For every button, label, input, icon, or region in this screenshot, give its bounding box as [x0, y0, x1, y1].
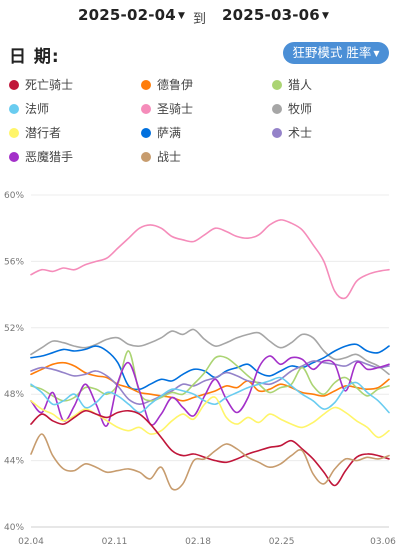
series-line	[30, 409, 390, 487]
series-line	[30, 376, 390, 414]
date-separator: 到	[193, 12, 207, 27]
legend-label: 牧师	[288, 102, 313, 116]
series-line	[30, 396, 390, 439]
series-line	[30, 355, 390, 427]
legend-dot-icon	[9, 128, 19, 138]
x-tick-label: 02.04	[18, 537, 44, 547]
x-tick-label: 03.06	[370, 537, 396, 547]
x-tick-label: 02.18	[185, 537, 211, 547]
legend-label: 术士	[288, 126, 313, 140]
legend-dot-icon	[272, 104, 282, 114]
legend-dot-icon	[9, 152, 19, 162]
legend-item[interactable]: 萨满	[141, 125, 181, 141]
series-line	[30, 361, 390, 402]
legend-label: 战士	[157, 150, 182, 164]
x-tick-label: 02.25	[269, 537, 295, 547]
legend-dot-icon	[141, 128, 151, 138]
caret-down-icon: ▼	[373, 49, 380, 58]
legend-item[interactable]: 战士	[141, 149, 181, 165]
legend-item[interactable]: 牧师	[272, 101, 312, 117]
y-tick-label: 48%	[4, 390, 24, 400]
legend-item[interactable]: 术士	[272, 125, 312, 141]
legend-label: 德鲁伊	[157, 78, 194, 92]
legend-label: 死亡骑士	[25, 78, 74, 92]
legend-label: 萨满	[157, 126, 182, 140]
date-title: 日 期:	[9, 47, 60, 67]
mode-select-button[interactable]: 狂野模式 胜率 ▼	[283, 42, 389, 64]
legend-item[interactable]: 猎人	[272, 77, 312, 93]
y-tick-label: 60%	[4, 191, 24, 201]
winrate-line-chart: 40% 44% 48% 52% 56% 60% 02.04 02.11 02.18 02.25 03…	[4, 191, 396, 547]
x-tick-label: 02.11	[102, 537, 128, 547]
legend-label: 圣骑士	[157, 102, 194, 116]
legend-label: 猎人	[288, 78, 313, 92]
y-tick-label: 40%	[4, 523, 24, 533]
legend-label: 恶魔猎手	[25, 150, 74, 164]
series-line	[30, 360, 390, 406]
legend-dot-icon	[9, 104, 19, 114]
legend-item[interactable]: 恶魔猎手	[9, 149, 73, 165]
start-date-value: 2025-02-04	[78, 6, 176, 24]
legend-label: 法师	[25, 102, 50, 116]
legend-dot-icon	[141, 80, 151, 90]
caret-down-icon: ▼	[321, 11, 330, 21]
y-tick-label: 56%	[4, 257, 24, 267]
end-date-value: 2025-03-06	[222, 6, 320, 24]
caret-down-icon: ▼	[177, 11, 186, 21]
series-line	[30, 433, 390, 491]
legend-label: 潜行者	[25, 126, 62, 140]
legend-dot-icon	[272, 128, 282, 138]
legend-item[interactable]: 潜行者	[9, 125, 61, 141]
series-line	[30, 328, 390, 376]
y-tick-label: 44%	[4, 457, 24, 467]
series-line	[30, 343, 390, 391]
legend-item[interactable]: 死亡骑士	[9, 77, 73, 93]
legend-item[interactable]: 法师	[9, 101, 49, 117]
start-date-picker[interactable]: 2025-02-04 ▼	[78, 6, 185, 24]
legend-dot-icon	[272, 80, 282, 90]
legend-dot-icon	[9, 80, 19, 90]
end-date-picker[interactable]: 2025-03-06 ▼	[222, 6, 329, 24]
series-line	[30, 350, 390, 402]
legend-dot-icon	[141, 104, 151, 114]
chart-legend: 死亡骑士 德鲁伊 猎人法师 圣骑士 牧师潜行者 萨满 术士恶魔猎手 战士	[0, 77, 401, 172]
mode-label: 狂野模式 胜率	[292, 45, 372, 60]
series-line	[30, 219, 390, 300]
date-range: 2025-02-04 ▼ 到 2025-03-06 ▼	[0, 6, 401, 28]
legend-item[interactable]: 德鲁伊	[141, 77, 193, 93]
legend-item[interactable]: 圣骑士	[141, 101, 193, 117]
y-tick-label: 52%	[4, 324, 24, 334]
legend-dot-icon	[141, 152, 151, 162]
